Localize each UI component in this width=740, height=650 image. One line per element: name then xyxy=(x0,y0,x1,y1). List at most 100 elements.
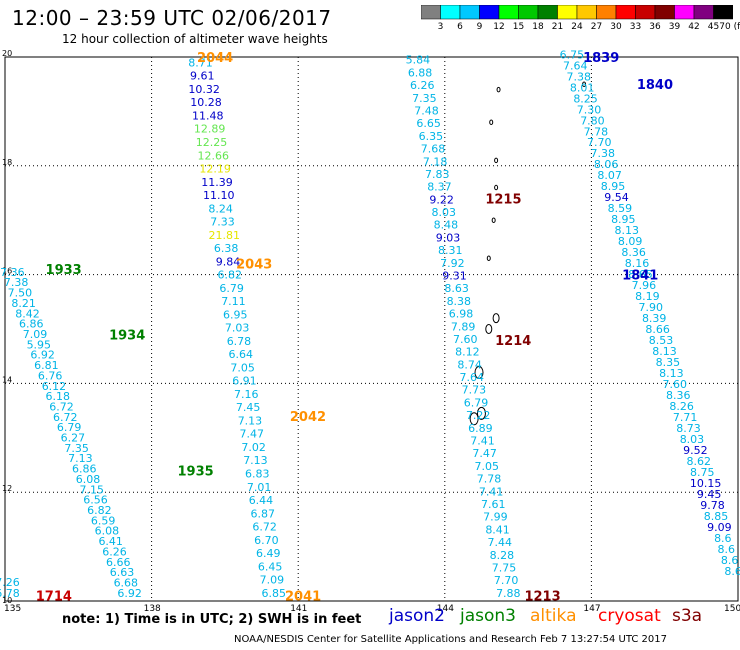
wave-height-value: 8.36 xyxy=(666,389,691,402)
wave-height-value: 9.84 xyxy=(216,255,241,268)
wave-height-value: 6.79 xyxy=(464,396,489,409)
wave-height-value: 8.71 xyxy=(188,56,213,69)
wave-height-value: 8.95 xyxy=(601,180,626,193)
wave-height-value: 6.70 xyxy=(254,534,279,547)
lon-tick-label: 141 xyxy=(290,604,307,614)
wave-height-value: 8.48 xyxy=(434,219,459,232)
wave-height-value: 8.95 xyxy=(611,213,636,226)
wave-height-value: 8.13 xyxy=(659,367,684,380)
pass-id-label: 1839 xyxy=(583,51,619,66)
wave-height-value: 6.86 xyxy=(19,318,44,331)
wave-height-value: 6.72 xyxy=(53,411,78,424)
pass-id-label: 1935 xyxy=(177,464,213,479)
wave-height-value: 5.84 xyxy=(406,54,431,67)
wave-height-value: 8.59 xyxy=(608,202,633,215)
wave-height-value: 10.28 xyxy=(190,96,222,109)
wave-height-value: 8.39 xyxy=(642,312,667,325)
wave-height-value: 6.92 xyxy=(117,587,142,600)
colorbar-tick-label: 27 xyxy=(590,22,603,32)
lat-tick-label: 12 xyxy=(2,484,12,493)
colorbar-tick-label: 9 xyxy=(476,22,483,32)
colorbar-tick-label: 6 xyxy=(457,22,463,32)
wave-height-value: 6.78 xyxy=(227,335,252,348)
pass-id-label: 2044 xyxy=(197,51,233,66)
wave-height-value: 21.81 xyxy=(209,229,241,242)
colorbar-tick-label: 18 xyxy=(532,22,544,32)
colorbar-tick-label: 24 xyxy=(571,22,583,32)
colorbar-tick-label: 33 xyxy=(629,22,642,32)
wave-height-value: 6.56 xyxy=(83,494,108,507)
wave-height-value: 8.03 xyxy=(432,206,457,219)
wave-height-value: 6.12 xyxy=(42,380,67,393)
wave-height-value: 7.92 xyxy=(440,257,465,270)
wave-height-value: 9.45 xyxy=(697,488,722,501)
wave-height-value: 8.6 xyxy=(718,543,736,556)
lon-tick-label: 144 xyxy=(437,604,454,614)
wave-height-value: 8.38 xyxy=(447,295,472,308)
colorbar-tick-label: 42 xyxy=(688,22,700,32)
lat-tick-label: 16 xyxy=(2,267,12,276)
wave-height-value: 6.82 xyxy=(218,269,243,282)
satellite-legend-item: altika xyxy=(530,606,577,626)
wave-height-value: 6.79 xyxy=(219,282,244,295)
map-frame xyxy=(4,56,739,602)
wave-height-value: 7.48 xyxy=(414,104,439,117)
wave-height-value: 7.78 xyxy=(584,125,609,138)
wave-height-value: 7.44 xyxy=(487,536,512,549)
wave-height-value: 9.54 xyxy=(604,191,629,204)
wave-height-value: 8.16 xyxy=(625,257,650,270)
wave-height-value: 7.30 xyxy=(577,103,602,116)
wave-height-value: 6.86 xyxy=(72,463,97,476)
island-outline xyxy=(476,406,486,420)
wave-height-value: 8.66 xyxy=(645,323,670,336)
wave-height-value: 7.70 xyxy=(494,574,519,587)
island-outline xyxy=(469,412,479,426)
wave-height-value: 7.71 xyxy=(673,411,698,424)
wave-height-value: 8.6 xyxy=(724,565,740,578)
wave-height-value: 8.28 xyxy=(490,549,515,562)
satellite-legend-item: cryosat xyxy=(598,606,661,626)
wave-height-value: 6.08 xyxy=(95,525,120,538)
wave-height-value: 7.83 xyxy=(425,168,450,181)
wave-height-value: 6.18 xyxy=(45,390,70,403)
wave-height-value: 6.49 xyxy=(256,547,281,560)
wave-height-value: 12.25 xyxy=(196,136,228,149)
wave-height-value: 8.26 xyxy=(669,400,694,413)
island-outline xyxy=(494,184,499,191)
pass-id-label: 1714 xyxy=(36,590,72,605)
colorbar-swatch xyxy=(713,5,733,20)
colorbar-tick-label: 12 xyxy=(493,22,505,32)
wave-height-value: 7.70 xyxy=(587,136,612,149)
wave-height-value: 7.33 xyxy=(210,216,235,229)
wave-height-value: 12.19 xyxy=(199,163,231,176)
wave-height-value: 8.07 xyxy=(597,169,622,182)
wave-height-value: 9.61 xyxy=(190,70,215,83)
lon-tick-label: 150 xyxy=(724,604,740,614)
wave-height-value: 6.87 xyxy=(251,507,276,520)
wave-height-value: 8.53 xyxy=(649,334,674,347)
wave-height-value: 8.13 xyxy=(615,224,640,237)
island-outline xyxy=(491,217,496,223)
wave-height-value: 8.19 xyxy=(635,290,660,303)
colorbar-tick-label: 36 xyxy=(649,22,661,32)
wave-height-value: 8.62 xyxy=(687,455,712,468)
wave-height-value: 7.88 xyxy=(496,587,521,600)
wave-height-value: 7.13 xyxy=(243,454,268,467)
wave-height-value: 7.09 xyxy=(260,574,285,587)
wave-height-value: 7.05 xyxy=(230,361,255,374)
lon-tick-label: 135 xyxy=(4,604,21,614)
wave-height-value: 8.6 xyxy=(714,532,732,545)
colorbar-tick-label: 45 xyxy=(707,22,720,32)
wave-height-value: 12.66 xyxy=(198,149,230,162)
wave-height-value: 6.41 xyxy=(98,535,123,548)
island-outline xyxy=(486,255,491,262)
wave-height-value: 7.11 xyxy=(221,295,246,308)
wave-height-value: 7.96 xyxy=(632,279,657,292)
wave-height-value: 6.72 xyxy=(252,521,277,534)
wave-height-value: 11.48 xyxy=(192,109,224,122)
wave-height-value: 6.88 xyxy=(408,66,433,79)
satellite-legend-item: jason3 xyxy=(460,606,516,626)
wave-height-value: 8.24 xyxy=(208,202,233,215)
wave-height-value: 6.85 xyxy=(262,587,287,600)
pass-id-label: 2041 xyxy=(285,590,321,605)
